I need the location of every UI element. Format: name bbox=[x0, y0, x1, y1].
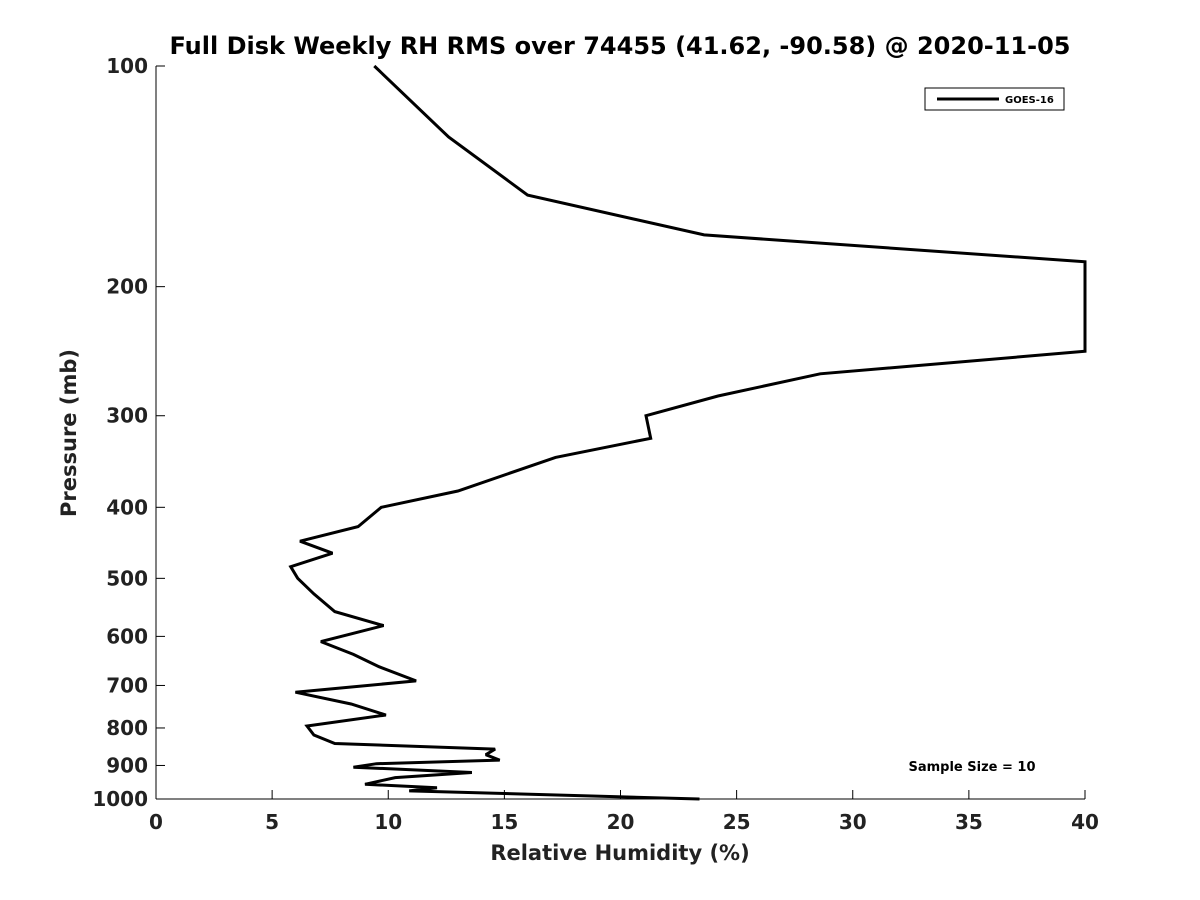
y-tick-label: 900 bbox=[106, 753, 148, 777]
y-axis-label: Pressure (mb) bbox=[57, 349, 81, 517]
x-tick-label: 20 bbox=[607, 810, 635, 834]
chart-title: Full Disk Weekly RH RMS over 74455 (41.6… bbox=[169, 32, 1070, 60]
y-tick-label: 100 bbox=[106, 54, 148, 78]
y-tick-label: 200 bbox=[106, 275, 148, 299]
y-tick-label: 400 bbox=[106, 495, 148, 519]
axes: 0 5 10 15 20 25 30 35 40 100 200 300 400 500 600 700 800… bbox=[92, 54, 1099, 834]
legend-entry-label: GOES-16 bbox=[1005, 95, 1054, 106]
x-tick-label: 40 bbox=[1071, 810, 1099, 834]
y-tick-label: 300 bbox=[106, 404, 148, 428]
sample-size-annotation: Sample Size = 10 bbox=[908, 760, 1035, 775]
y-tick-label: 600 bbox=[106, 624, 148, 648]
y-tick-label: 700 bbox=[106, 673, 148, 697]
x-axis-label: Relative Humidity (%) bbox=[490, 841, 749, 865]
legend: GOES-16 bbox=[924, 87, 1065, 111]
x-tick-label: 35 bbox=[955, 810, 983, 834]
y-tick-label: 500 bbox=[106, 566, 148, 590]
x-tick-label: 25 bbox=[723, 810, 751, 834]
series-group bbox=[288, 64, 1087, 801]
series-line-goes-16 bbox=[288, 64, 1087, 801]
y-tick-label: 800 bbox=[106, 716, 148, 740]
x-tick-label: 5 bbox=[265, 810, 279, 834]
x-tick-label: 15 bbox=[490, 810, 518, 834]
x-tick-label: 0 bbox=[149, 810, 163, 834]
x-tick-label: 30 bbox=[839, 810, 867, 834]
y-tick-label: 1000 bbox=[92, 787, 148, 811]
x-tick-label: 10 bbox=[374, 810, 402, 834]
